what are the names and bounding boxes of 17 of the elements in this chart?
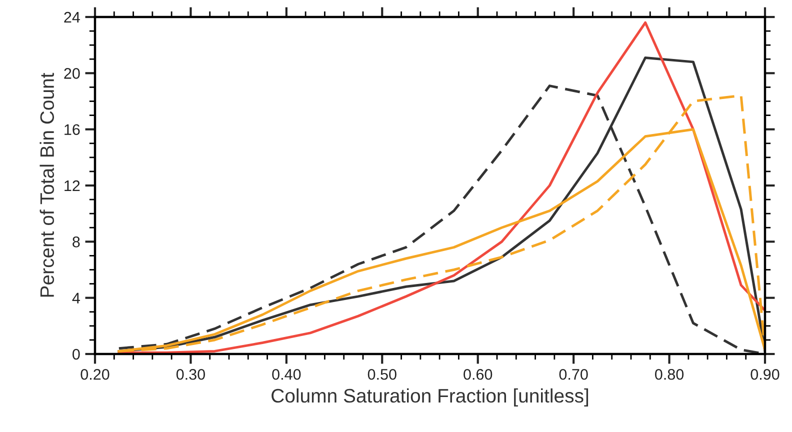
y-tick-label: 12 [64,180,80,192]
y-tick-label: 16 [64,124,80,136]
y-axis-title: Percent of Total Bin Count [40,72,54,297]
x-tick-label: 0.50 [368,368,396,380]
x-axis-title: Column Saturation Fraction [unitless] [272,388,588,407]
x-tick-label: 0.40 [272,368,301,380]
x-tick-label: 0.30 [176,368,205,380]
x-tick-label: 0.60 [464,368,492,380]
x-tick-label: 0.70 [559,368,588,380]
x-tick-label: 0.80 [655,368,684,380]
x-tick-label: 0.20 [80,368,110,380]
y-tick-label: 24 [64,12,80,23]
y-tick-label: 8 [72,236,80,248]
y-tick-label: 0 [72,348,80,360]
y-tick-label: 20 [64,68,80,79]
y-tick-label: 4 [72,292,80,304]
x-tick-label: 0.90 [750,368,780,380]
